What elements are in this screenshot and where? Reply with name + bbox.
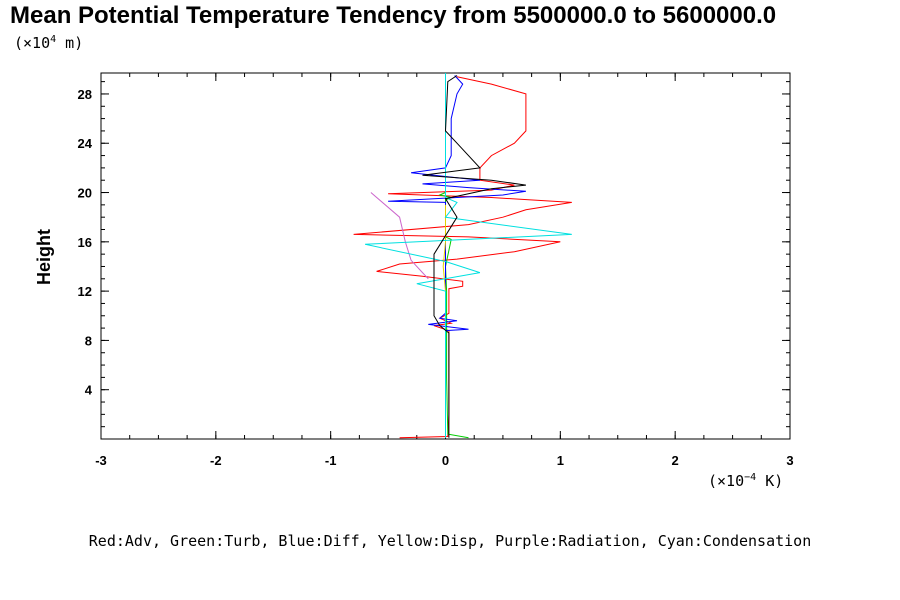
x-unit-suffix: K)	[756, 472, 784, 490]
y-unit-suffix: m)	[56, 34, 84, 52]
y-tick-label: 20	[78, 186, 92, 201]
y-tick-label: 16	[78, 235, 92, 250]
x-axis-unit: (×10−4 K)	[708, 472, 783, 490]
x-tick-label: 2	[672, 453, 679, 468]
x-unit-exponent: −4	[744, 472, 757, 483]
series-line-radiation	[370, 192, 429, 280]
y-tick-label: 28	[78, 87, 92, 102]
x-tick-label: -3	[95, 453, 107, 468]
series-line-total	[422, 75, 526, 438]
x-tick-label: 0	[442, 453, 449, 468]
x-unit-prefix: (×10	[708, 472, 745, 490]
series-line-turb	[438, 192, 469, 439]
y-unit-exponent: 4	[50, 34, 57, 45]
y-tick-label: 8	[85, 333, 92, 348]
x-tick-label: 1	[557, 453, 564, 468]
x-tick-label: -1	[325, 453, 337, 468]
y-tick-label: 24	[78, 136, 93, 151]
y-axis-unit: (×104 m)	[14, 34, 83, 52]
series-lines	[353, 73, 572, 439]
series-line-condensation	[364, 73, 572, 438]
y-unit-prefix: (×10	[14, 34, 51, 52]
legend-text: Red:Adv, Green:Turb, Blue:Diff, Yellow:D…	[88, 532, 812, 550]
y-tick-label: 12	[78, 284, 92, 299]
series-line-adv	[353, 76, 572, 439]
y-axis-label: Height	[34, 229, 54, 285]
x-tick-label: -2	[210, 453, 222, 468]
x-tick-label: 3	[786, 453, 793, 468]
y-tick-label: 4	[85, 383, 93, 398]
series-line-diff	[388, 75, 526, 438]
chart-title: Mean Potential Temperature Tendency from…	[10, 2, 777, 29]
